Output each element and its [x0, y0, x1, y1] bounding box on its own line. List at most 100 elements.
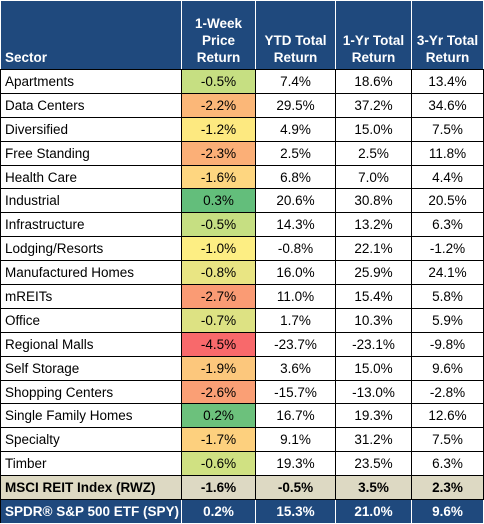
- three-yr-return-cell: 9.6%: [411, 499, 484, 524]
- ytd-return-cell: 4.9%: [255, 116, 336, 142]
- header-ytd-total-return: YTD Total Return: [255, 0, 336, 70]
- ytd-return-cell: 6.8%: [255, 164, 336, 190]
- sector-cell: Apartments: [0, 69, 182, 94]
- table-row: mREITs -2.7% 11.0% 15.4% 5.8%: [0, 284, 484, 309]
- three-yr-return-cell: 24.1%: [411, 260, 484, 286]
- msci-reit-index-row: MSCI REIT Index (RWZ) -1.6% -0.5% 3.5% 2…: [0, 475, 484, 501]
- ytd-return-cell: 15.3%: [255, 499, 336, 524]
- ytd-return-cell: -15.7%: [255, 379, 336, 405]
- table-body: Apartments -0.5% 7.4% 18.6% 13.4% Data C…: [0, 69, 484, 524]
- three-yr-return-cell: 6.3%: [411, 212, 484, 238]
- week-return-cell: -1.7%: [181, 427, 256, 453]
- one-yr-return-cell: 37.2%: [335, 92, 412, 118]
- week-return-cell: -0.6%: [181, 451, 256, 477]
- table-row: Timber -0.6% 19.3% 23.5% 6.3%: [0, 451, 484, 477]
- ytd-return-cell: 2.5%: [255, 140, 336, 166]
- one-yr-return-cell: 25.9%: [335, 260, 412, 286]
- table-row: Diversified -1.2% 4.9% 15.0% 7.5%: [0, 116, 484, 142]
- sector-cell: Diversified: [0, 116, 182, 142]
- three-yr-return-cell: 5.9%: [411, 307, 484, 333]
- one-yr-return-cell: 19.3%: [335, 403, 412, 429]
- sector-cell: Shopping Centers: [0, 379, 182, 405]
- week-return-cell: 0.2%: [181, 403, 256, 429]
- three-yr-return-cell: 5.8%: [411, 284, 484, 309]
- ytd-return-cell: -0.8%: [255, 236, 336, 262]
- header-row: Sector 1-Week Price Return YTD Total Ret…: [0, 0, 484, 70]
- week-return-cell: -2.3%: [181, 140, 256, 166]
- table-row: Apartments -0.5% 7.4% 18.6% 13.4%: [0, 69, 484, 94]
- sector-cell: Self Storage: [0, 355, 182, 381]
- table-row: Self Storage -1.9% 3.6% 15.0% 9.6%: [0, 355, 484, 381]
- table-row: Health Care -1.6% 6.8% 7.0% 4.4%: [0, 164, 484, 190]
- header-sector: Sector: [0, 0, 182, 70]
- three-yr-return-cell: 6.3%: [411, 451, 484, 477]
- ytd-return-cell: 1.7%: [255, 307, 336, 333]
- ytd-return-cell: 14.3%: [255, 212, 336, 238]
- one-yr-return-cell: 15.4%: [335, 284, 412, 309]
- one-yr-return-cell: 30.8%: [335, 188, 412, 214]
- table-row: Lodging/Resorts -1.0% -0.8% 22.1% -1.2%: [0, 236, 484, 262]
- ytd-return-cell: 29.5%: [255, 92, 336, 118]
- one-yr-return-cell: 21.0%: [335, 499, 412, 524]
- ytd-return-cell: -0.5%: [255, 475, 336, 501]
- table-row: Manufactured Homes -0.8% 16.0% 25.9% 24.…: [0, 260, 484, 286]
- three-yr-return-cell: 9.6%: [411, 355, 484, 381]
- table-row: Infrastructure -0.5% 14.3% 13.2% 6.3%: [0, 212, 484, 238]
- three-yr-return-cell: 20.5%: [411, 188, 484, 214]
- table-row: Single Family Homes 0.2% 16.7% 19.3% 12.…: [0, 403, 484, 429]
- week-return-cell: -0.8%: [181, 260, 256, 286]
- one-yr-return-cell: 7.0%: [335, 164, 412, 190]
- sector-cell: Specialty: [0, 427, 182, 453]
- week-return-cell: -2.6%: [181, 379, 256, 405]
- week-return-cell: -2.2%: [181, 92, 256, 118]
- sector-cell: SPDR® S&P 500 ETF (SPY): [0, 499, 182, 524]
- one-yr-return-cell: 18.6%: [335, 69, 412, 94]
- table-row: Regional Malls -4.5% -23.7% -23.1% -9.8%: [0, 331, 484, 357]
- one-yr-return-cell: 2.5%: [335, 140, 412, 166]
- sector-cell: Manufactured Homes: [0, 260, 182, 286]
- ytd-return-cell: 16.0%: [255, 260, 336, 286]
- table-row: Industrial 0.3% 20.6% 30.8% 20.5%: [0, 188, 484, 214]
- sector-cell: MSCI REIT Index (RWZ): [0, 475, 182, 501]
- table-row: Free Standing -2.3% 2.5% 2.5% 11.8%: [0, 140, 484, 166]
- three-yr-return-cell: 4.4%: [411, 164, 484, 190]
- one-yr-return-cell: 31.2%: [335, 427, 412, 453]
- week-return-cell: -1.6%: [181, 475, 256, 501]
- week-return-cell: 0.3%: [181, 188, 256, 214]
- ytd-return-cell: 7.4%: [255, 69, 336, 94]
- spy-etf-row: SPDR® S&P 500 ETF (SPY) 0.2% 15.3% 21.0%…: [0, 499, 484, 524]
- one-yr-return-cell: 3.5%: [335, 475, 412, 501]
- one-yr-return-cell: 13.2%: [335, 212, 412, 238]
- one-yr-return-cell: 10.3%: [335, 307, 412, 333]
- three-yr-return-cell: 12.6%: [411, 403, 484, 429]
- table-row: Specialty -1.7% 9.1% 31.2% 7.5%: [0, 427, 484, 453]
- three-yr-return-cell: 7.5%: [411, 116, 484, 142]
- ytd-return-cell: 9.1%: [255, 427, 336, 453]
- week-return-cell: -0.5%: [181, 212, 256, 238]
- three-yr-return-cell: 7.5%: [411, 427, 484, 453]
- one-yr-return-cell: -23.1%: [335, 331, 412, 357]
- week-return-cell: -1.9%: [181, 355, 256, 381]
- table-header: Sector 1-Week Price Return YTD Total Ret…: [0, 0, 484, 70]
- one-yr-return-cell: -13.0%: [335, 379, 412, 405]
- sector-cell: Industrial: [0, 188, 182, 214]
- sector-cell: Infrastructure: [0, 212, 182, 238]
- one-yr-return-cell: 15.0%: [335, 355, 412, 381]
- week-return-cell: 0.2%: [181, 499, 256, 524]
- table-row: Data Centers -2.2% 29.5% 37.2% 34.6%: [0, 92, 484, 118]
- ytd-return-cell: 11.0%: [255, 284, 336, 309]
- week-return-cell: -0.7%: [181, 307, 256, 333]
- three-yr-return-cell: -1.2%: [411, 236, 484, 262]
- sector-cell: mREITs: [0, 284, 182, 309]
- three-yr-return-cell: 11.8%: [411, 140, 484, 166]
- header-1-yr-total-return: 1-Yr Total Return: [335, 0, 412, 70]
- one-yr-return-cell: 23.5%: [335, 451, 412, 477]
- sector-cell: Lodging/Resorts: [0, 236, 182, 262]
- sector-cell: Single Family Homes: [0, 403, 182, 429]
- week-return-cell: -1.0%: [181, 236, 256, 262]
- ytd-return-cell: 19.3%: [255, 451, 336, 477]
- one-yr-return-cell: 22.1%: [335, 236, 412, 262]
- three-yr-return-cell: 34.6%: [411, 92, 484, 118]
- sector-cell: Office: [0, 307, 182, 333]
